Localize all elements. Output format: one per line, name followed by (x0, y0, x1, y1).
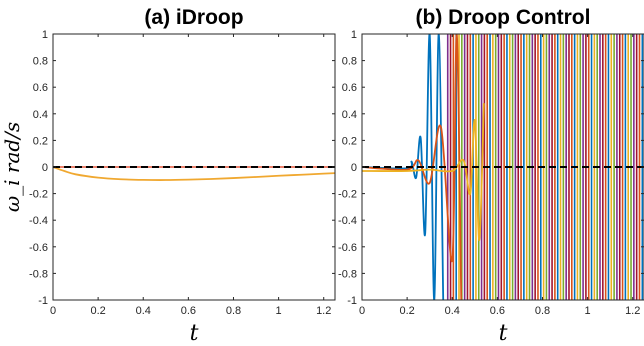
y-tick-label: 0 (42, 162, 48, 174)
y-tick-label: 0.6 (33, 82, 48, 94)
x-tick-label: 0.6 (490, 305, 505, 317)
y-tick-label: 0.8 (342, 56, 357, 68)
series-line-1 (362, 34, 463, 300)
chart-title: (b) Droop Control (416, 6, 591, 29)
plot-lines (53, 166, 335, 181)
x-tick-label: 0.2 (399, 305, 414, 317)
x-tick-label: 0.4 (136, 305, 151, 317)
x-tick-label: 0.4 (445, 305, 460, 317)
x-tick-label: 1.2 (625, 305, 640, 317)
x-tick-label: 0 (50, 305, 56, 317)
y-tick-label: 1 (351, 29, 357, 41)
x-axis-label: t (190, 321, 199, 346)
y-tick-label: 0.8 (33, 56, 48, 68)
x-tick-label: 0.8 (535, 305, 550, 317)
y-tick-label: -0.6 (338, 242, 357, 254)
y-tick-label: -0.8 (338, 268, 357, 280)
y-tick-label: 1 (42, 29, 48, 41)
x-tick-label: 0 (359, 305, 365, 317)
y-tick-label: -0.2 (338, 189, 357, 201)
y-tick-label: 0 (351, 162, 357, 174)
y-tick-label: -1 (38, 295, 48, 307)
panel-idroop: 10.80.60.40.20-0.2-0.4-0.6-0.8-10 0.2 0.4 0… (0, 6, 336, 346)
x-tick-label: 1.2 (316, 305, 331, 317)
x-tick-label: 1 (585, 305, 591, 317)
plot-area (362, 34, 644, 300)
y-axis-label: ω_i rad/s (0, 122, 24, 212)
x-tick-label: 0.2 (90, 305, 105, 317)
series-line-0 (362, 34, 445, 300)
y-tick-label: -0.8 (29, 268, 48, 280)
plot-lines (362, 34, 644, 300)
series-line-0 (53, 166, 335, 181)
x-tick-label: 1 (276, 305, 282, 317)
y-tick-label: 0.2 (342, 135, 357, 147)
y-tick-label: 0.4 (342, 109, 357, 121)
y-tick-label: -0.4 (29, 215, 48, 227)
y-tick-label: 0.6 (342, 82, 357, 94)
y-tick-label: 0.4 (33, 109, 48, 121)
panel-droop-control: 10.80.60.40.20-0.2-0.4-0.6-0.8-10 0.2 0.4 0… (338, 6, 644, 346)
y-tick-label: -0.2 (29, 189, 48, 201)
series-line-2 (362, 103, 485, 242)
y-tick-label: -1 (347, 295, 357, 307)
chart-title: (a) iDroop (144, 6, 243, 29)
x-axis-label: t (499, 321, 508, 346)
y-tick-label: 0.2 (33, 135, 48, 147)
x-tick-label: 0.6 (181, 305, 196, 317)
x-tick-label: 0.8 (226, 305, 241, 317)
y-tick-label: -0.6 (29, 242, 48, 254)
y-tick-label: -0.4 (338, 215, 357, 227)
